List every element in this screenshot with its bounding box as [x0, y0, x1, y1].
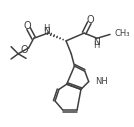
Text: NH: NH — [95, 77, 108, 86]
Text: H: H — [93, 41, 100, 50]
Text: H: H — [43, 24, 50, 33]
Text: N: N — [93, 38, 100, 47]
Text: O: O — [21, 45, 29, 55]
Text: O: O — [87, 15, 94, 25]
Text: O: O — [23, 21, 31, 31]
Text: N: N — [43, 27, 50, 36]
Text: CH₃: CH₃ — [114, 29, 130, 38]
